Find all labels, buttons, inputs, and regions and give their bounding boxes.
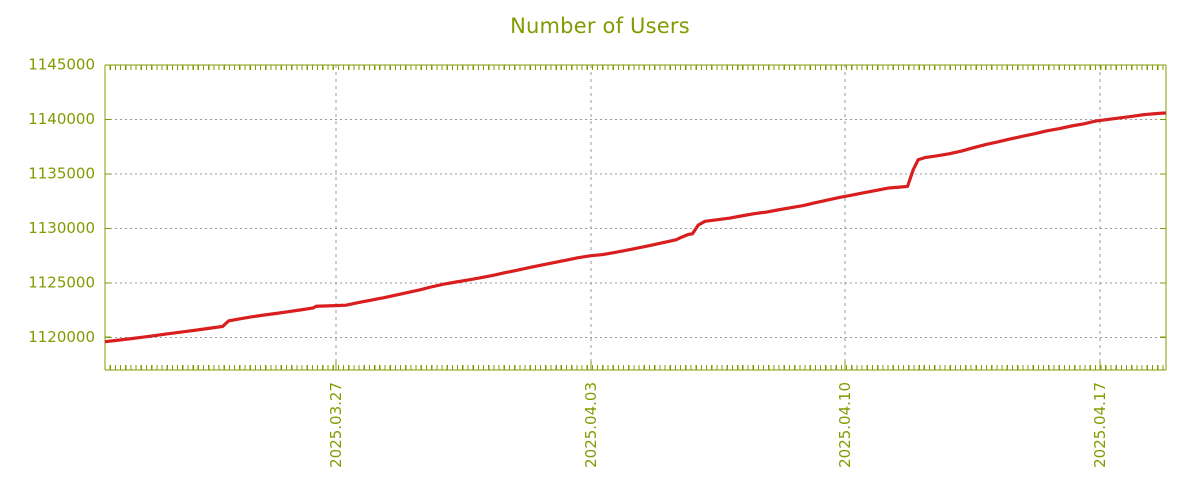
data-series-group xyxy=(104,111,1167,344)
series-line-number-of-users xyxy=(104,111,1167,344)
x-tick-label: 2025.03.27 xyxy=(327,382,345,468)
x-tick-label: 2025.04.03 xyxy=(582,382,600,468)
y-tick-label: 1120000 xyxy=(28,328,95,346)
x-tick-labels: 2025.03.27 2025.04.03 2025.04.10 2025.04.17 xyxy=(327,382,1109,468)
chart-title: Number of Users xyxy=(510,14,690,38)
axis-ticks xyxy=(104,64,1166,370)
y-tick-label: 1145000 xyxy=(28,56,95,74)
y-tick-label: 1125000 xyxy=(28,273,95,291)
grid-lines xyxy=(105,64,1166,370)
x-tick-label: 2025.04.10 xyxy=(836,382,854,468)
y-tick-labels: 1120000 1125000 1130000 1135000 1140000 11450… xyxy=(28,56,95,346)
y-tick-label: 1140000 xyxy=(28,110,95,128)
x-tick-label: 2025.04.17 xyxy=(1091,382,1109,468)
y-tick-label: 1130000 xyxy=(28,219,95,237)
axis-lines xyxy=(104,64,1167,371)
y-tick-label: 1135000 xyxy=(28,164,95,182)
